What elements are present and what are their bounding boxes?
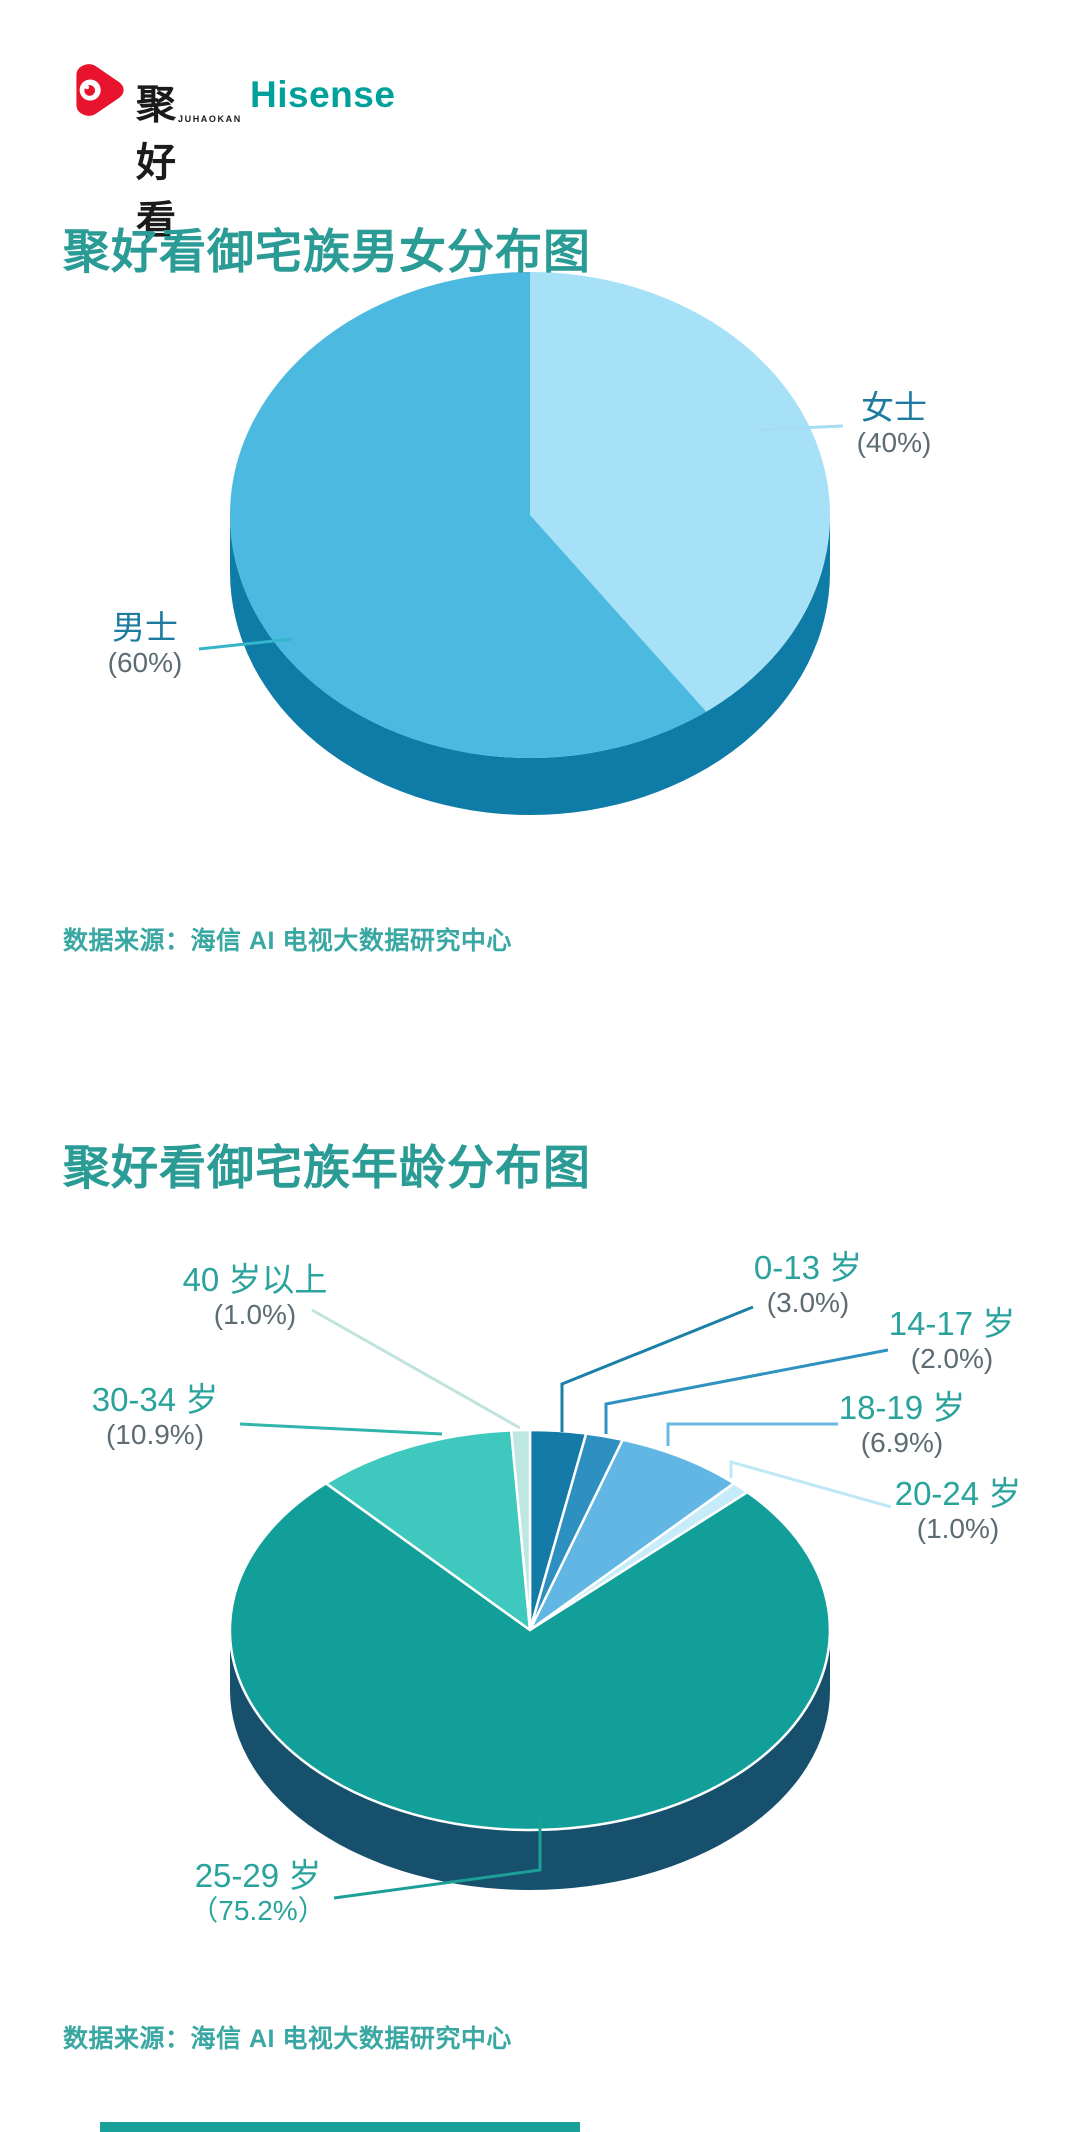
- pie-label-category: 0-13 岁: [753, 1249, 863, 1286]
- pie1-slice-0: [530, 272, 830, 712]
- pie-label-percent: (10.9%): [105, 1418, 205, 1450]
- pie-label-percent: (1.0%): [213, 1298, 297, 1330]
- pie2-leader-4: [333, 1816, 542, 1900]
- pie2-label-6: 40 岁以上 (1.0%): [182, 1261, 328, 1331]
- bottom-accent-bar: [100, 2122, 580, 2132]
- pie2-label-2: 18-19 岁 (6.9%): [838, 1389, 966, 1459]
- pie-label-category: 14-17 岁: [888, 1305, 1016, 1342]
- pie-label-percent: (2.0%): [910, 1342, 994, 1374]
- chart1-source: 数据来源：海信 AI 电视大数据研究中心: [63, 927, 512, 955]
- pie-label-category: 男士: [111, 609, 178, 646]
- pie-label-category: 25-29 岁: [194, 1857, 322, 1894]
- pie2-label-4: 25-29 岁（75.2%）: [190, 1857, 326, 1927]
- pie-label-category: 18-19 岁: [838, 1389, 966, 1426]
- pie2-leader-0: [560, 1305, 754, 1432]
- pie-label-percent: (3.0%): [766, 1286, 850, 1318]
- pie2-leader-3: [729, 1460, 892, 1509]
- pie2-base: [230, 1630, 830, 1890]
- logo-subtext-juhaokan: JUHAOKAN: [178, 114, 242, 124]
- pie2-slice-2: [528, 1438, 736, 1632]
- pie2-label-0: 0-13 岁 (3.0%): [753, 1249, 863, 1319]
- pie2-leader-2: [666, 1422, 838, 1446]
- logo-text-juhaokan: 聚好看: [136, 83, 178, 243]
- pie-label-category: 女士: [860, 389, 927, 426]
- pie-label-percent: (40%): [856, 426, 932, 458]
- pie-label-category: 20-24 岁: [894, 1475, 1022, 1512]
- pie1-leader-1: [198, 637, 293, 651]
- pie2-leader-1: [604, 1348, 889, 1434]
- chart2-source: 数据来源：海信 AI 电视大数据研究中心: [63, 2025, 512, 2053]
- pie2-slice-5: [324, 1429, 532, 1632]
- pie1-slice-1: [229, 272, 707, 758]
- chart2-title: 聚好看御宅族年龄分布图: [63, 1141, 591, 1195]
- pie1-base: [230, 515, 830, 815]
- pie2-leader-6: [311, 1308, 521, 1430]
- pie-label-percent: (6.9%): [860, 1426, 944, 1458]
- pie2-label-1: 14-17 岁 (2.0%): [888, 1305, 1016, 1375]
- pie1-label-0: 女士 (40%): [856, 389, 932, 459]
- pie2-slice-4: [228, 1482, 832, 1832]
- pie2-label-5: 30-34 岁 (10.9%): [91, 1381, 219, 1451]
- pie1-leader-0: [754, 424, 844, 432]
- pie-label-category: 30-34 岁: [91, 1381, 219, 1418]
- juhaokan-play-icon: [76, 64, 124, 116]
- brand-text-hisense: Hisense: [250, 74, 396, 115]
- pie1-label-1: 男士 (60%): [107, 609, 183, 679]
- pie-label-percent: （75.2%）: [190, 1894, 326, 1926]
- chart1-title: 聚好看御宅族男女分布图: [63, 225, 591, 279]
- pie-label-category: 40 岁以上: [182, 1261, 328, 1298]
- pie2-leader-5: [239, 1422, 443, 1436]
- pie2-slice-6: [509, 1428, 532, 1632]
- pie2-label-3: 20-24 岁 (1.0%): [894, 1475, 1022, 1545]
- pie-label-percent: (60%): [107, 646, 183, 678]
- pie-label-percent: (1.0%): [916, 1512, 1000, 1544]
